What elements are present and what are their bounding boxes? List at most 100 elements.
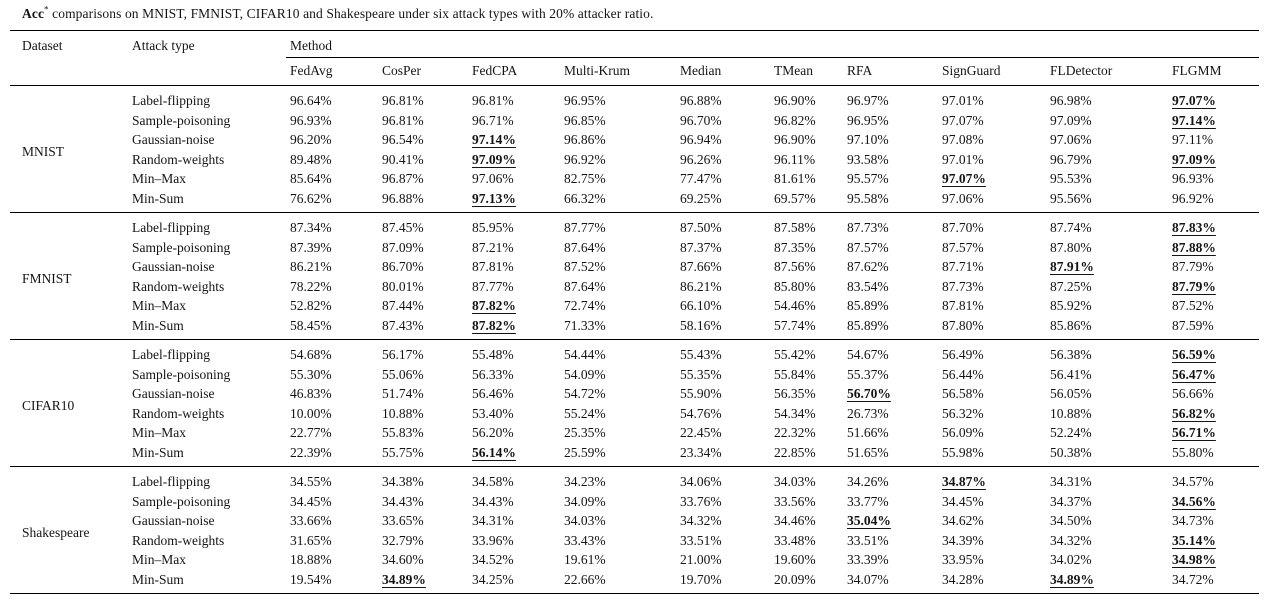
accuracy-value: 87.79%: [1172, 259, 1214, 274]
attack-type-label: Gaussian-noise: [132, 259, 215, 274]
accuracy-value: 55.43%: [676, 339, 770, 365]
accuracy-value: 95.56%: [1050, 190, 1092, 206]
accuracy-value: 54.67%: [843, 339, 938, 365]
accuracy-value: 87.25%: [1050, 278, 1092, 294]
accuracy-value-best: 87.83%: [1168, 212, 1259, 238]
accuracy-value: 53.40%: [472, 405, 514, 421]
accuracy-value: 34.45%: [290, 493, 332, 509]
accuracy-value: 89.48%: [290, 151, 332, 167]
accuracy-value: 34.39%: [942, 532, 984, 548]
accuracy-value: 69.25%: [680, 190, 722, 206]
table-row: Sample-poisoning 55.30% 55.06% 56.33% 54.09%…: [10, 365, 1259, 385]
accuracy-value: 34.23%: [560, 466, 676, 492]
table-row: Sample-poisoning 96.93% 96.81% 96.71% 96.85%…: [10, 111, 1259, 131]
method-header-row: FedAvg CosPer FedCPA Multi-Krum Median TMean R…: [10, 57, 1259, 86]
attack-type-label: Sample-poisoning: [132, 366, 231, 382]
accuracy-value: 96.81%: [382, 112, 424, 128]
accuracy-value: 20.09%: [774, 571, 816, 587]
accuracy-value: 85.89%: [847, 317, 889, 333]
method-column-header: FLGMM: [1168, 57, 1259, 86]
accuracy-value: 87.80%: [942, 317, 984, 333]
accuracy-value: 22.32%: [774, 425, 816, 440]
accuracy-value: 22.39%: [290, 444, 332, 460]
accuracy-value: 97.06%: [472, 171, 514, 186]
accuracy-value: 66.32%: [564, 190, 606, 206]
attack-type-label: Gaussian-noise: [132, 513, 215, 528]
accuracy-value: 33.51%: [680, 532, 722, 548]
accuracy-value: 19.54%: [290, 571, 332, 587]
method-column-header: FedCPA: [468, 57, 560, 86]
accuracy-value: 54.76%: [680, 405, 722, 421]
accuracy-value: 96.26%: [680, 151, 722, 167]
accuracy-value: 34.57%: [1168, 466, 1259, 492]
accuracy-value: 87.81%: [472, 259, 514, 274]
attack-type-label: Sample-poisoning: [132, 493, 231, 509]
accuracy-value: 87.34%: [286, 212, 378, 238]
attack-type-label: Min–Max: [132, 171, 186, 186]
dataset-label: Shakespeare: [10, 466, 128, 594]
method-column-header: TMean: [770, 57, 843, 86]
accuracy-value: 85.89%: [847, 298, 889, 313]
accuracy-value: 18.88%: [290, 552, 332, 567]
table-row: Sample-poisoning 34.45% 34.43% 34.43% 34.09%…: [10, 492, 1259, 512]
accuracy-value: 55.84%: [774, 366, 816, 382]
accuracy-value: 96.94%: [680, 132, 722, 147]
accuracy-value: 87.21%: [472, 239, 514, 255]
table-row: FMNIST Label-flipping 87.34% 87.45% 85.95% 87…: [10, 212, 1259, 340]
accuracy-value-best: 56.82%: [1172, 405, 1216, 421]
accuracy-value: 56.20%: [472, 425, 514, 440]
accuracy-value: 34.43%: [382, 493, 424, 509]
accuracy-value: 54.68%: [286, 339, 378, 365]
attack-type-label: Sample-poisoning: [132, 239, 231, 255]
accuracy-value: 34.32%: [680, 513, 722, 528]
accuracy-value-best: 87.82%: [472, 298, 516, 313]
accuracy-value: 97.06%: [1050, 132, 1092, 147]
accuracy-value: 87.81%: [942, 298, 984, 313]
accuracy-value: 96.54%: [382, 132, 424, 147]
accuracy-value: 97.01%: [942, 151, 984, 167]
accuracy-value-best: 97.14%: [1172, 112, 1216, 128]
accuracy-value: 95.58%: [847, 190, 889, 206]
accuracy-value: 96.82%: [774, 112, 816, 128]
accuracy-value: 34.52%: [472, 552, 514, 567]
accuracy-value: 87.66%: [680, 259, 722, 274]
accuracy-value: 52.82%: [290, 298, 332, 313]
accuracy-value-best: 35.14%: [1172, 532, 1216, 548]
table-row: Random-weights 10.00% 10.88% 53.40% 55.24% 54…: [10, 404, 1259, 424]
accuracy-value: 87.37%: [680, 239, 722, 255]
accuracy-value: 56.33%: [472, 366, 514, 382]
accuracy-value: 56.44%: [942, 366, 984, 382]
accuracy-value: 34.03%: [770, 466, 843, 492]
accuracy-value: 34.25%: [472, 571, 514, 587]
accuracy-value: 96.81%: [472, 93, 514, 108]
method-column-header: RFA: [843, 57, 938, 86]
table-row: Gaussian-noise 96.20% 96.54% 97.14% 96.86% 96…: [10, 130, 1259, 150]
accuracy-value: 87.62%: [847, 259, 889, 274]
table-row: Gaussian-noise 33.66% 33.65% 34.31% 34.03% 34…: [10, 511, 1259, 531]
column-header-attack-type: Attack type: [128, 30, 286, 86]
accuracy-value: 87.52%: [1172, 298, 1214, 313]
accuracy-value: 58.16%: [680, 317, 722, 333]
attack-type-label: Label-flipping: [128, 212, 286, 238]
accuracy-value: 10.88%: [1050, 405, 1092, 421]
accuracy-value: 90.41%: [382, 151, 424, 167]
accuracy-value: 10.88%: [382, 405, 424, 421]
attack-type-label: Random-weights: [132, 405, 225, 421]
accuracy-value: 96.98%: [1050, 93, 1092, 108]
accuracy-value-best: 97.09%: [472, 151, 516, 167]
accuracy-value: 55.83%: [382, 425, 424, 440]
accuracy-value: 54.46%: [774, 298, 816, 313]
accuracy-value: 34.50%: [1050, 513, 1092, 528]
accuracy-value: 66.10%: [680, 298, 722, 313]
accuracy-value: 10.00%: [290, 405, 332, 421]
accuracy-value: 54.34%: [774, 405, 816, 421]
accuracy-value: 55.42%: [770, 339, 843, 365]
attack-type-label: Sample-poisoning: [132, 112, 231, 128]
accuracy-value: 33.66%: [290, 513, 332, 528]
accuracy-value: 31.65%: [290, 532, 332, 548]
accuracy-value: 58.45%: [290, 317, 332, 333]
accuracy-value: 22.66%: [564, 571, 606, 587]
accuracy-value: 56.35%: [774, 386, 816, 401]
accuracy-value-best: 87.88%: [1172, 239, 1216, 255]
table-row: MNIST Label-flipping 96.64% 96.81% 96.81% 96.…: [10, 86, 1259, 159]
